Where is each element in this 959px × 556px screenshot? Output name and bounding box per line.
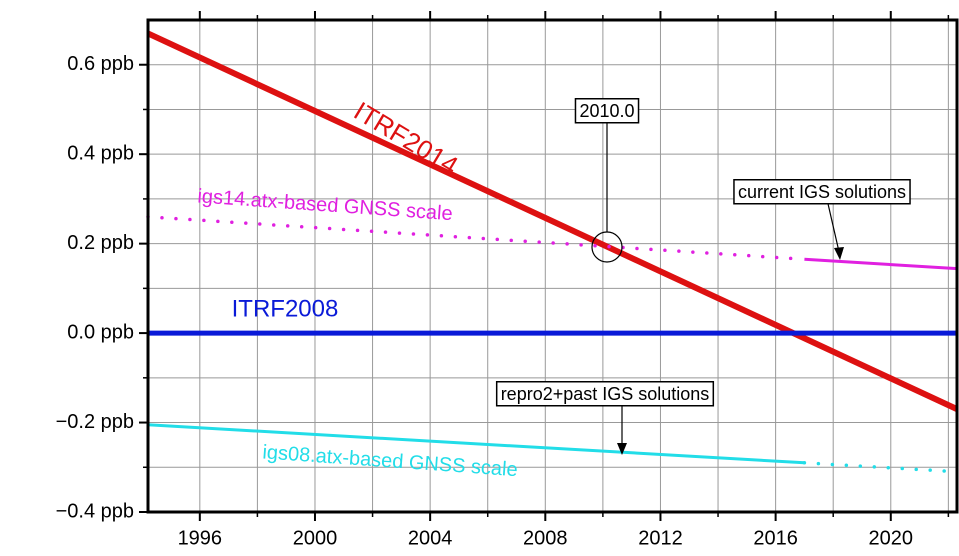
- x-tick-label: 1996: [178, 527, 223, 549]
- annotation-current-box: [733, 179, 911, 205]
- annotation-repro: repro2+past IGS solutions: [501, 384, 710, 404]
- y-tick-label: −0.4 ppb: [56, 500, 134, 522]
- series-line: [802, 461, 959, 474]
- series-label: igs14.atx-based GNSS scale: [197, 185, 454, 225]
- series-label: ITRF2008: [232, 295, 339, 322]
- y-tick-label: 0.6 ppb: [67, 53, 134, 75]
- x-tick-label: 2008: [523, 527, 568, 549]
- x-tick-label: 2012: [638, 527, 683, 549]
- annotation-arrowhead: [834, 247, 844, 260]
- annotation-current: current IGS solutions: [738, 182, 906, 202]
- series-label: igs08.atx-based GNSS scale: [262, 441, 519, 481]
- series-line: [146, 215, 807, 262]
- y-tick-label: 0.2 ppb: [67, 232, 134, 254]
- annotation-circle: [591, 231, 623, 263]
- annotation-arrowhead: [617, 443, 627, 455]
- series-line: [146, 30, 959, 412]
- x-tick-label: 2020: [869, 527, 914, 549]
- annotation-arrow: [827, 203, 841, 257]
- annotation-repro-box: [495, 381, 715, 407]
- x-tick-label: 2000: [293, 527, 338, 549]
- plot-frame: [146, 18, 959, 514]
- series-line: [147, 423, 805, 465]
- annotation-epoch-box: [574, 98, 640, 124]
- y-tick-label: 0.0 ppb: [67, 321, 134, 343]
- annotation-epoch: 2010.0: [579, 101, 634, 121]
- x-tick-label: 2004: [408, 527, 453, 549]
- series-line: [804, 257, 958, 271]
- x-tick-label: 2016: [753, 527, 798, 549]
- y-tick-label: −0.2 ppb: [56, 411, 134, 433]
- series-label: ITRF2014: [349, 96, 464, 181]
- y-tick-label: 0.4 ppb: [67, 142, 134, 164]
